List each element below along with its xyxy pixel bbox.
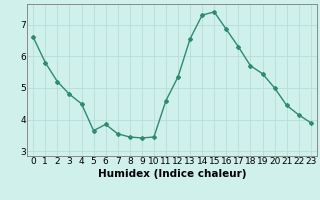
X-axis label: Humidex (Indice chaleur): Humidex (Indice chaleur) [98, 169, 246, 179]
